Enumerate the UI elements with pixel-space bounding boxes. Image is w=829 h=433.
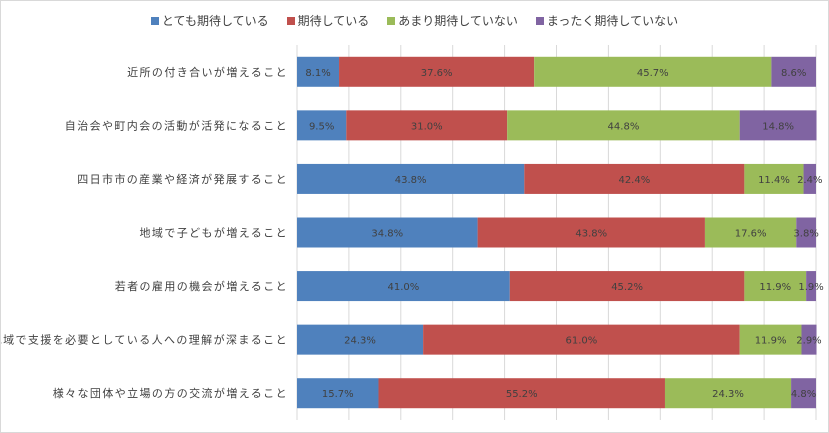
bar-segment: [378, 378, 665, 409]
data-label: 61.0%: [566, 336, 598, 347]
bar-segment: [346, 110, 508, 141]
legend-label-not-much-expecting: あまり期待していない: [398, 14, 518, 28]
bar-segment: [297, 163, 525, 194]
legend-item-not-much-expecting: あまり期待していない: [387, 12, 518, 29]
data-label: 8.6%: [781, 68, 806, 79]
data-label: 1.9%: [798, 282, 823, 293]
bar-segment: [297, 324, 424, 355]
data-label: 9.5%: [309, 121, 334, 132]
category-label: 地域で支援を必要としている人への理解が深まること: [1, 333, 288, 347]
bar-segment: [297, 56, 340, 87]
data-label: 11.4%: [758, 175, 790, 186]
data-label: 2.9%: [796, 336, 821, 347]
legend-swatch-very-expecting: [150, 16, 159, 25]
legend-label-very-expecting: とても期待している: [161, 14, 269, 28]
bar-segment: [664, 378, 792, 409]
category-label: 四日市市の産業や経済が発展すること: [77, 172, 288, 186]
bar-segment: [477, 217, 705, 248]
bar-segment: [739, 324, 802, 355]
bar-segment: [339, 56, 535, 87]
bar-segment: [771, 56, 816, 87]
legend-item-not-expecting-at-all: まったく期待していない: [535, 12, 679, 29]
bar-segment: [739, 110, 817, 141]
bar-segment: [744, 271, 807, 302]
legend-swatch-not-much-expecting: [387, 16, 396, 25]
category-label: 自治会や町内会の活動が活発になること: [65, 118, 288, 132]
bar-segment: [507, 110, 740, 141]
bar-segment: [806, 271, 816, 302]
data-label: 44.8%: [608, 121, 640, 132]
data-label: 24.3%: [712, 389, 744, 400]
bar-segment: [423, 324, 740, 355]
bar-segment: [297, 217, 478, 248]
legend-item-very-expecting: とても期待している: [150, 12, 269, 29]
category-label: 近所の付き合いが増えること: [127, 65, 288, 79]
data-label: 34.8%: [371, 229, 403, 240]
category-label: 地域で子どもが増えること: [140, 226, 288, 240]
bar-segment: [791, 378, 816, 409]
data-label: 41.0%: [388, 282, 420, 293]
legend-item-expecting: 期待している: [286, 12, 370, 29]
legend-swatch-not-expecting-at-all: [535, 16, 544, 25]
bar-segment: [534, 56, 772, 87]
data-label: 11.9%: [755, 336, 787, 347]
data-label: 24.3%: [344, 336, 376, 347]
data-label: 31.0%: [411, 121, 443, 132]
data-label: 3.8%: [793, 229, 818, 240]
data-label: 43.8%: [395, 175, 427, 186]
category-label: 様々な団体や立場の方の交流が増えること: [53, 386, 288, 400]
legend-swatch-expecting: [286, 16, 295, 25]
data-label: 45.7%: [637, 68, 669, 79]
data-label: 55.2%: [506, 389, 538, 400]
legend-label-not-expecting-at-all: まったく期待していない: [546, 14, 679, 28]
bar-segment: [509, 271, 745, 302]
data-label: 17.6%: [735, 229, 767, 240]
bar-segment: [796, 217, 816, 248]
bar-segment: [803, 163, 816, 194]
data-label: 45.2%: [611, 282, 643, 293]
bar-segment: [801, 324, 817, 355]
chart-legend: とても期待している 期待している あまり期待していない まったく期待していない: [1, 12, 828, 29]
data-label: 37.6%: [421, 68, 453, 79]
bar-segment: [297, 378, 379, 409]
bar-segment: [524, 163, 745, 194]
data-label: 42.4%: [618, 175, 650, 186]
data-label: 11.9%: [759, 282, 791, 293]
data-label: 2.4%: [797, 175, 822, 186]
data-label: 43.8%: [575, 229, 607, 240]
bar-segment: [297, 271, 510, 302]
bar-segment: [297, 110, 347, 141]
bar-segment: [744, 163, 804, 194]
legend-label-expecting: 期待している: [297, 14, 370, 28]
category-label: 若者の雇用の機会が増えること: [115, 279, 288, 293]
data-label: 14.8%: [762, 121, 794, 132]
data-label: 8.1%: [305, 68, 330, 79]
data-label: 15.7%: [322, 389, 354, 400]
data-label: 4.8%: [791, 389, 816, 400]
bar-segment: [704, 217, 797, 248]
